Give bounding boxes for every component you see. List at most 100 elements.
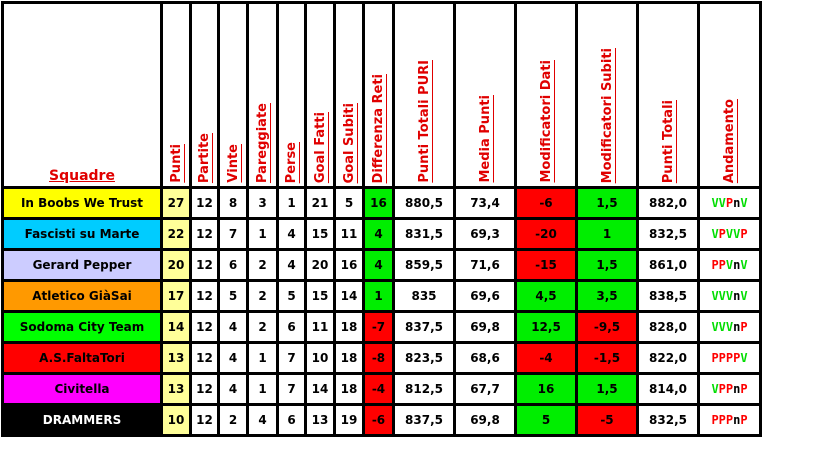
header-squadre[interactable]: Squadre (1, 1, 163, 189)
cell-modificatori-dati[interactable]: -15 (514, 248, 578, 282)
cell-punti-totali[interactable]: 832,5 (636, 217, 700, 251)
header-punti[interactable]: Punti (160, 1, 192, 189)
cell-punti[interactable]: 10 (160, 403, 192, 437)
cell-punti[interactable]: 13 (160, 341, 192, 375)
cell-pareggiate[interactable]: 2 (246, 279, 279, 313)
cell-media-punti[interactable]: 69,8 (453, 310, 517, 344)
cell-pareggiate[interactable]: 1 (246, 372, 279, 406)
cell-andamento[interactable]: PPPPV (697, 341, 762, 375)
cell-punti-totali-puri[interactable]: 831,5 (392, 217, 456, 251)
cell-squadre[interactable]: In Boobs We Trust (1, 186, 163, 220)
cell-punti[interactable]: 20 (160, 248, 192, 282)
cell-pareggiate[interactable]: 1 (246, 217, 279, 251)
cell-perse[interactable]: 1 (276, 186, 307, 220)
cell-modificatori-subiti[interactable]: 3,5 (575, 279, 639, 313)
cell-punti-totali-puri[interactable]: 880,5 (392, 186, 456, 220)
cell-modificatori-subiti[interactable]: 1,5 (575, 248, 639, 282)
cell-modificatori-subiti[interactable]: -1,5 (575, 341, 639, 375)
cell-punti-totali[interactable]: 822,0 (636, 341, 700, 375)
cell-modificatori-subiti[interactable]: 1 (575, 217, 639, 251)
header-perse[interactable]: Perse (276, 1, 307, 189)
cell-punti-totali[interactable]: 861,0 (636, 248, 700, 282)
cell-punti-totali-puri[interactable]: 859,5 (392, 248, 456, 282)
cell-goal-subiti[interactable]: 19 (333, 403, 365, 437)
cell-modificatori-dati[interactable]: 4,5 (514, 279, 578, 313)
cell-goal-subiti[interactable]: 18 (333, 341, 365, 375)
cell-squadre[interactable]: Gerard Pepper (1, 248, 163, 282)
cell-vinte[interactable]: 8 (217, 186, 249, 220)
cell-modificatori-subiti[interactable]: 1,5 (575, 186, 639, 220)
cell-punti[interactable]: 22 (160, 217, 192, 251)
cell-vinte[interactable]: 6 (217, 248, 249, 282)
cell-punti[interactable]: 17 (160, 279, 192, 313)
cell-goal-subiti[interactable]: 16 (333, 248, 365, 282)
cell-vinte[interactable]: 5 (217, 279, 249, 313)
header-andamento[interactable]: Andamento (697, 1, 762, 189)
header-media-punti[interactable]: Media Punti (453, 1, 517, 189)
cell-squadre[interactable]: Civitella (1, 372, 163, 406)
cell-perse[interactable]: 4 (276, 248, 307, 282)
cell-media-punti[interactable]: 69,6 (453, 279, 517, 313)
cell-media-punti[interactable]: 67,7 (453, 372, 517, 406)
cell-punti[interactable]: 13 (160, 372, 192, 406)
cell-modificatori-dati[interactable]: 5 (514, 403, 578, 437)
cell-andamento[interactable]: VVPnV (697, 186, 762, 220)
cell-modificatori-dati[interactable]: -4 (514, 341, 578, 375)
cell-andamento[interactable]: PPPnP (697, 403, 762, 437)
cell-punti-totali-puri[interactable]: 837,5 (392, 310, 456, 344)
cell-modificatori-dati[interactable]: -20 (514, 217, 578, 251)
cell-andamento[interactable]: VVVnP (697, 310, 762, 344)
cell-goal-subiti[interactable]: 11 (333, 217, 365, 251)
cell-goal-fatti[interactable]: 15 (304, 217, 336, 251)
cell-andamento[interactable]: VPPnP (697, 372, 762, 406)
cell-perse[interactable]: 7 (276, 372, 307, 406)
cell-differenza-reti[interactable]: -7 (362, 310, 395, 344)
cell-vinte[interactable]: 7 (217, 217, 249, 251)
cell-squadre[interactable]: DRAMMERS (1, 403, 163, 437)
cell-goal-subiti[interactable]: 5 (333, 186, 365, 220)
cell-pareggiate[interactable]: 2 (246, 310, 279, 344)
cell-partite[interactable]: 12 (189, 248, 220, 282)
header-modificatori-subiti[interactable]: Modificatori Subiti (575, 1, 639, 189)
cell-squadre[interactable]: Fascisti su Marte (1, 217, 163, 251)
cell-modificatori-subiti[interactable]: -9,5 (575, 310, 639, 344)
cell-squadre[interactable]: Sodoma City Team (1, 310, 163, 344)
cell-punti-totali[interactable]: 882,0 (636, 186, 700, 220)
cell-perse[interactable]: 4 (276, 217, 307, 251)
cell-goal-subiti[interactable]: 18 (333, 372, 365, 406)
cell-perse[interactable]: 7 (276, 341, 307, 375)
header-goal-fatti[interactable]: Goal Fatti (304, 1, 336, 189)
cell-media-punti[interactable]: 68,6 (453, 341, 517, 375)
cell-goal-fatti[interactable]: 20 (304, 248, 336, 282)
cell-perse[interactable]: 6 (276, 310, 307, 344)
cell-andamento[interactable]: VVVnV (697, 279, 762, 313)
cell-punti-totali[interactable]: 838,5 (636, 279, 700, 313)
cell-goal-subiti[interactable]: 18 (333, 310, 365, 344)
cell-punti-totali-puri[interactable]: 837,5 (392, 403, 456, 437)
cell-vinte[interactable]: 4 (217, 372, 249, 406)
header-partite[interactable]: Partite (189, 1, 220, 189)
cell-vinte[interactable]: 2 (217, 403, 249, 437)
cell-goal-fatti[interactable]: 10 (304, 341, 336, 375)
cell-perse[interactable]: 6 (276, 403, 307, 437)
cell-media-punti[interactable]: 71,6 (453, 248, 517, 282)
cell-goal-fatti[interactable]: 21 (304, 186, 336, 220)
cell-squadre[interactable]: Atletico GiàSai (1, 279, 163, 313)
header-pareggiate[interactable]: Pareggiate (246, 1, 279, 189)
cell-media-punti[interactable]: 73,4 (453, 186, 517, 220)
cell-pareggiate[interactable]: 4 (246, 403, 279, 437)
cell-punti-totali-puri[interactable]: 835 (392, 279, 456, 313)
cell-differenza-reti[interactable]: 4 (362, 248, 395, 282)
cell-modificatori-subiti[interactable]: 1,5 (575, 372, 639, 406)
cell-differenza-reti[interactable]: -6 (362, 403, 395, 437)
cell-goal-fatti[interactable]: 15 (304, 279, 336, 313)
header-punti-totali-puri[interactable]: Punti Totali PURI (392, 1, 456, 189)
cell-media-punti[interactable]: 69,3 (453, 217, 517, 251)
cell-pareggiate[interactable]: 2 (246, 248, 279, 282)
cell-perse[interactable]: 5 (276, 279, 307, 313)
cell-modificatori-dati[interactable]: 16 (514, 372, 578, 406)
cell-andamento[interactable]: VPVVP (697, 217, 762, 251)
cell-differenza-reti[interactable]: -4 (362, 372, 395, 406)
cell-pareggiate[interactable]: 3 (246, 186, 279, 220)
cell-vinte[interactable]: 4 (217, 341, 249, 375)
